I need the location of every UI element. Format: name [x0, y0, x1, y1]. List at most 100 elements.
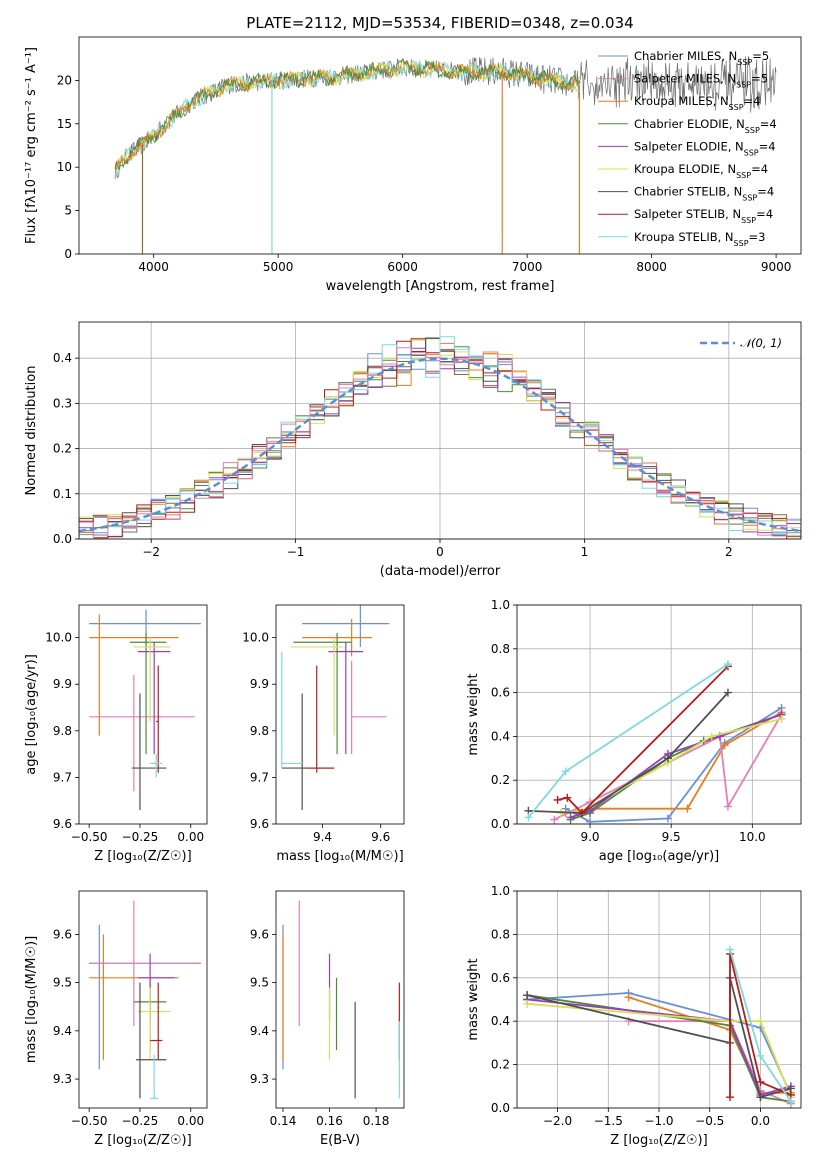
x-axis-label: Z [log₁₀(Z/Z☉)] [94, 849, 191, 864]
x-tick-label: 5000 [263, 260, 294, 274]
legend-subscript: SSP [736, 80, 751, 89]
y-tick-label: 0.1 [53, 487, 72, 501]
panel-massweight_vs_Z: −2.0 −1.5 −1.0 −0.5 0.0 0.0 0.2 0.4 0.6 0.8 1.0 Z [… [466, 884, 802, 1148]
y-axis-label: mass weight [466, 958, 481, 1040]
y-tick: 9.8 [250, 724, 276, 738]
x-tick-label: −1.5 [594, 1114, 623, 1128]
x-tick-label: 2 [725, 545, 733, 559]
y-tick: 9.3 [53, 1072, 79, 1086]
series-marker-7 [726, 1093, 734, 1102]
x-tick-label: −1.0 [644, 1114, 673, 1128]
y-tick-label: 0.0 [491, 817, 510, 831]
legend-subscript: SSP [742, 193, 757, 202]
series-line-2 [553, 714, 783, 821]
series-marker-1 [624, 993, 633, 1002]
x-tick: 7000 [512, 254, 542, 274]
legend-entry: Chabrier STELIB, NSSP=4 [634, 185, 774, 203]
y-tick: 20 [57, 73, 79, 87]
spectrum-legend: Chabrier MILES, NSSP=5 Salpeter MILES, NS… [598, 49, 777, 247]
y-tick-label: 9.6 [250, 927, 269, 941]
legend-subscript: SSP [741, 216, 756, 225]
y-tick: 0.0 [491, 817, 517, 831]
spectrum-model-line [114, 58, 580, 170]
x-tick-label: 0 [436, 545, 444, 559]
x-tick-label: 9.6 [371, 830, 390, 844]
x-tick: −1.0 [644, 1108, 674, 1128]
legend-count: =4 [751, 162, 768, 176]
y-tick-label: 9.3 [53, 1072, 72, 1086]
legend-entry: Salpeter MILES, NSSP=5 [634, 72, 768, 90]
figure-title: PLATE=2112, MJD=53534, FIBERID=0348, z=0… [246, 14, 633, 32]
plot-area [524, 660, 786, 824]
y-tick-label: 9.3 [250, 1072, 269, 1086]
x-tick: 9000 [761, 254, 791, 274]
x-tick-label: 0.16 [316, 1114, 343, 1128]
series-line-7 [557, 665, 729, 815]
panel-residuals: −2 −1 0 1 2 0.0 0.1 0.2 0.3 0.4 (data-model)/error… [24, 321, 802, 579]
plot-area [89, 900, 201, 1099]
y-tick-label: 9.8 [250, 724, 269, 738]
y-tick-label: 0.2 [491, 1058, 510, 1072]
y-tick-label: 1.0 [491, 884, 510, 898]
x-tick-label: −0.25 [122, 1114, 159, 1128]
axes-frame [275, 890, 405, 1109]
y-tick: 0.0 [53, 532, 79, 546]
series-marker-7 [756, 1077, 765, 1086]
axes-frame [275, 604, 405, 825]
x-axis-label: (data-model)/error [380, 564, 501, 579]
panel-age_vs_Z: −0.50 −0.25 0.00 9.6 9.7 9.8 9.9 10.0 Z [log₁₀(Z… [24, 604, 208, 864]
y-tick: 9.9 [53, 677, 79, 691]
y-tick-label: 10.0 [242, 631, 269, 645]
y-tick-label: 5 [64, 204, 72, 218]
x-tick-label: 0.00 [177, 830, 204, 844]
spectrum-model-line [114, 57, 581, 172]
x-tick-label: 9.4 [313, 830, 332, 844]
x-tick-label: −0.50 [71, 1114, 108, 1128]
spectrum-model-line [114, 60, 581, 171]
y-tick-label: 9.4 [250, 1024, 269, 1038]
legend-count: =4 [756, 207, 773, 221]
x-tick-label: 8000 [636, 260, 667, 274]
legend-subscript: SSP [745, 125, 760, 134]
y-axis-label: age [log₁₀(age/yr)] [24, 654, 39, 775]
y-tick: 0.8 [491, 642, 517, 656]
y-tick: 0.2 [53, 442, 79, 456]
x-tick-label: −0.5 [695, 1114, 724, 1128]
y-tick-label: 9.9 [250, 677, 269, 691]
y-tick-label: 0.0 [491, 1101, 510, 1115]
y-tick: 9.6 [53, 817, 79, 831]
plot-area [523, 945, 795, 1108]
x-tick: −2 [142, 539, 160, 559]
axes-frame [516, 604, 802, 825]
histogram-legend: 𝒩(0, 1) [700, 336, 782, 350]
y-tick-label: 0.8 [491, 642, 510, 656]
series-marker-7 [553, 795, 562, 804]
panel-mass_vs_ebv: 0.14 0.16 0.18 9.3 9.4 9.5 9.6 E(B-V) [250, 890, 405, 1148]
y-axis-label: Flux [fλ10⁻¹⁷ erg cm⁻² s⁻¹ A⁻¹] [24, 47, 39, 244]
panel-mass_vs_Z: −0.50 −0.25 0.00 9.3 9.4 9.5 9.6 Z [log₁₀(Z/Z☉)… [24, 890, 208, 1148]
x-tick: 9.4 [313, 824, 332, 844]
x-tick: −0.50 [71, 824, 108, 844]
x-axis-label: wavelength [Angstrom, rest frame] [326, 279, 555, 294]
y-tick: 9.7 [250, 770, 276, 784]
y-tick: 0.8 [491, 927, 517, 941]
y-tick: 9.6 [250, 817, 276, 831]
x-tick-label: −0.50 [71, 830, 108, 844]
x-axis-label: mass [log₁₀(M/M☉)] [276, 849, 403, 864]
y-tick-label: 20 [57, 73, 72, 87]
legend-entry: Salpeter ELODIE, NSSP=4 [634, 139, 776, 157]
panel-massweight_vs_age: 9.0 9.5 10.0 0.0 0.2 0.4 0.6 0.8 1.0 age [log₁₀(a… [466, 598, 802, 864]
y-tick: 0.3 [53, 396, 79, 410]
x-tick: −1.5 [594, 1108, 623, 1128]
panel-spectrum: 4000 5000 6000 7000 8000 9000 0 5 10 15 20 waveleng… [24, 36, 802, 294]
x-tick: 0.00 [177, 1108, 204, 1128]
y-tick-label: 10 [57, 160, 72, 174]
y-tick: 9.6 [250, 927, 276, 941]
y-tick-label: 0.2 [491, 773, 510, 787]
x-tick: −0.5 [695, 1108, 724, 1128]
plot-area [114, 54, 777, 254]
legend-subscript: SSP [736, 171, 751, 180]
x-tick-label: 10.0 [739, 830, 766, 844]
y-tick: 0.4 [491, 729, 517, 743]
